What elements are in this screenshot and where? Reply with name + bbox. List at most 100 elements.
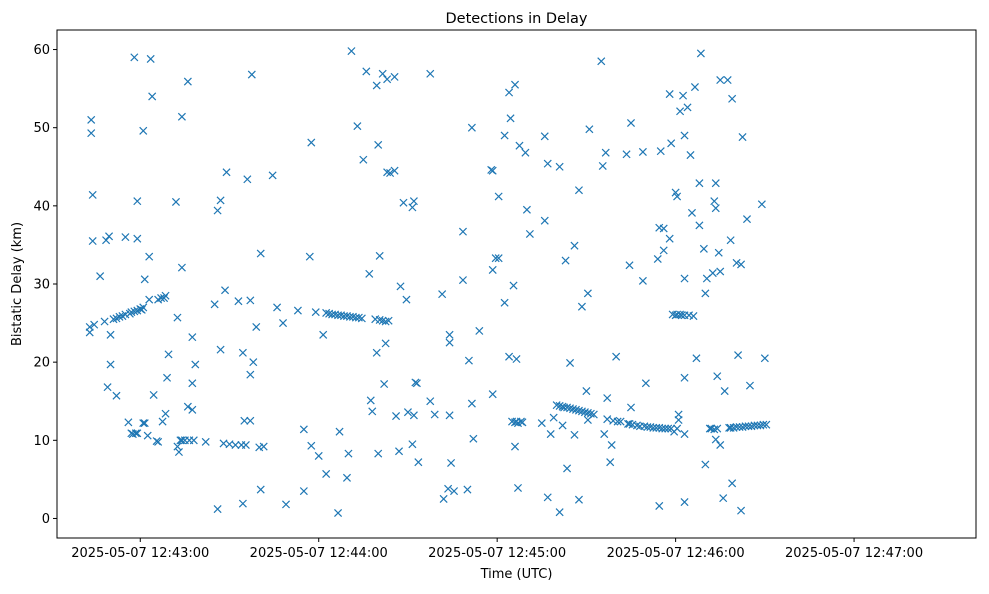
data-point-34 (137, 305, 146, 314)
y-axis-label: Bistatic Delay (km) (10, 222, 25, 346)
data-point-55 (164, 350, 173, 359)
data-point-243 (577, 302, 586, 311)
data-point-240 (574, 186, 583, 195)
data-point-106 (299, 425, 308, 434)
data-point-43 (146, 54, 155, 63)
data-point-333 (711, 179, 720, 188)
data-point-190 (488, 166, 497, 175)
data-point-338 (714, 248, 723, 257)
data-point-205 (510, 442, 520, 451)
data-point-221 (546, 430, 555, 439)
data-point-161 (402, 295, 411, 304)
data-point-329 (707, 424, 716, 433)
data-point-349 (728, 479, 737, 488)
data-point-137 (366, 396, 375, 405)
data-point-234 (566, 358, 575, 367)
data-point-273 (638, 147, 647, 156)
data-point-26 (130, 53, 139, 62)
data-point-303 (674, 415, 683, 425)
data-point-156 (390, 166, 399, 175)
data-point-168 (412, 379, 421, 388)
data-point-293 (667, 139, 676, 148)
data-point-331 (710, 197, 719, 206)
data-point-228 (558, 421, 567, 430)
data-point-51 (160, 294, 169, 303)
data-point-268 (626, 118, 636, 128)
data-point-141 (372, 348, 381, 357)
data-point-180 (450, 487, 459, 496)
data-point-39 (140, 275, 149, 284)
data-point-35 (139, 126, 148, 135)
data-point-237 (570, 241, 579, 250)
data-point-200 (506, 114, 515, 123)
data-point-84 (234, 297, 243, 306)
data-point-110 (307, 441, 316, 450)
data-point-281 (653, 254, 662, 264)
data-point-264 (622, 150, 631, 159)
data-point-28 (131, 429, 140, 438)
data-point-362 (745, 381, 754, 390)
data-point-76 (213, 505, 222, 514)
data-point-249 (585, 125, 594, 134)
data-point-289 (661, 424, 670, 433)
y-tick-label-5: 50 (33, 121, 50, 136)
data-point-65 (183, 402, 192, 411)
data-point-30 (133, 197, 142, 206)
data-point-132 (354, 313, 363, 322)
data-point-153 (384, 316, 393, 325)
data-point-322 (695, 221, 704, 230)
data-point-166 (409, 411, 418, 420)
x-ticks: 2025-05-07 12:43:00 2025-05-07 12:44:00 20… (71, 538, 923, 561)
data-point-133 (357, 314, 366, 323)
data-point-220 (543, 493, 552, 502)
data-point-276 (641, 379, 650, 388)
data-point-144 (375, 315, 384, 324)
x-tick-label-3: 2025-05-07 12:46:00 (607, 546, 745, 561)
y-tick-label-3: 30 (33, 278, 50, 293)
data-point-239 (574, 406, 583, 415)
data-point-195 (494, 254, 503, 263)
data-point-32 (133, 429, 142, 438)
data-point-356 (737, 260, 746, 269)
data-point-128 (347, 47, 356, 56)
data-point-80 (221, 286, 230, 295)
data-point-314 (683, 103, 692, 112)
data-point-359 (741, 422, 750, 431)
data-point-311 (680, 373, 689, 382)
data-point-66 (183, 77, 192, 86)
data-point-332 (710, 425, 719, 434)
data-point-109 (307, 138, 316, 147)
data-point-4 (88, 190, 97, 199)
data-point-2 (87, 115, 96, 124)
data-point-343 (720, 387, 729, 396)
data-point-61 (177, 112, 186, 121)
data-point-318 (689, 312, 698, 321)
data-point-279 (649, 423, 658, 432)
data-point-148 (380, 380, 389, 389)
data-point-196 (500, 131, 509, 140)
data-point-111 (311, 308, 320, 317)
data-point-77 (216, 196, 225, 205)
data-point-285 (656, 147, 665, 156)
data-point-287 (659, 246, 668, 255)
data-point-339 (716, 75, 725, 85)
data-point-6 (90, 320, 99, 329)
data-point-187 (469, 434, 478, 443)
data-point-218 (540, 216, 549, 225)
data-point-309 (680, 274, 689, 283)
data-point-312 (680, 430, 689, 439)
data-point-184 (464, 356, 473, 365)
data-point-158 (394, 447, 404, 456)
data-point-286 (658, 424, 667, 433)
data-point-193 (491, 254, 500, 263)
data-point-70 (188, 405, 197, 414)
data-point-114 (322, 308, 331, 317)
data-point-94 (247, 70, 256, 79)
data-point-62 (177, 263, 186, 272)
data-point-121 (335, 427, 344, 436)
data-point-266 (625, 261, 634, 270)
data-point-288 (659, 224, 668, 233)
data-point-216 (537, 419, 546, 428)
data-point-306 (677, 311, 686, 320)
